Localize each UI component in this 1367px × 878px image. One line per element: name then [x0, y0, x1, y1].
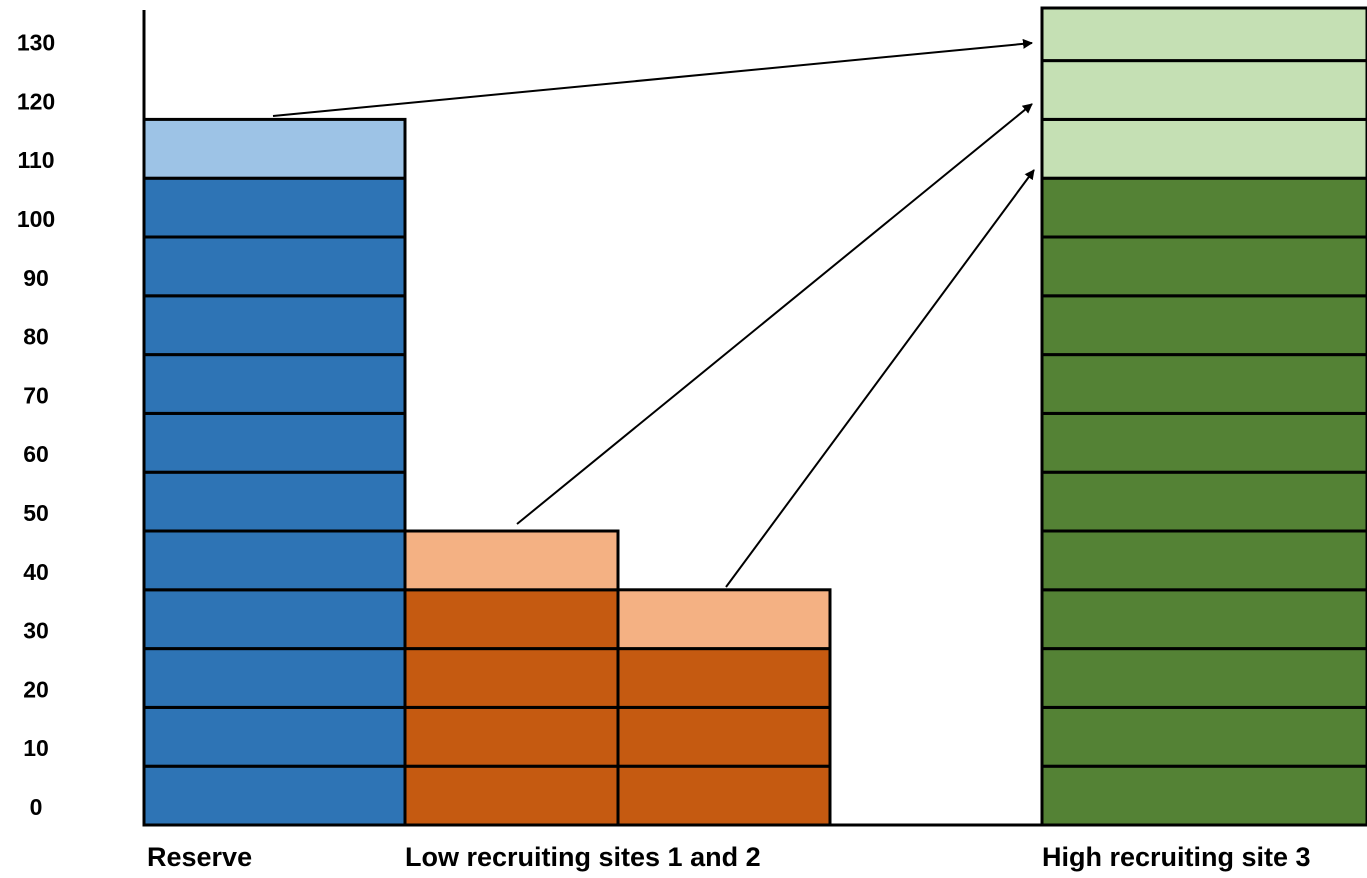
arrow-reserve-to-site3 [272, 38, 1033, 117]
y-tick-label: 40 [23, 559, 49, 585]
block-site3 [1040, 235, 1367, 298]
block-reserve [142, 411, 407, 474]
y-tick-label: 60 [23, 441, 49, 467]
block-reserve [142, 353, 407, 415]
block-reserve [142, 705, 407, 768]
y-tick-label: 20 [23, 676, 49, 702]
block-site1 [403, 529, 620, 592]
category-label: High recruiting site 3 [1042, 842, 1311, 872]
block-reserve [142, 294, 407, 357]
block-site3 [1040, 764, 1367, 827]
block-site3 [1040, 470, 1367, 533]
transfer-arrows [272, 38, 1035, 588]
block-site2 [616, 647, 832, 709]
block-reserve [142, 529, 407, 592]
block-site2 [616, 764, 832, 827]
bar-blocks [142, 6, 1367, 827]
block-site3 [1040, 294, 1367, 357]
block-site3 [1040, 353, 1367, 415]
block-site3 [1040, 411, 1367, 474]
block-site3 [1040, 529, 1367, 592]
y-tick-label: 120 [17, 88, 55, 114]
category-label: Low recruiting sites 1 and 2 [405, 842, 761, 872]
block-reserve [142, 176, 407, 239]
y-tick-label: 110 [17, 147, 54, 173]
column-site2 [616, 588, 832, 827]
block-site3 [1040, 647, 1367, 709]
category-labels: Reserve Low recruiting sites 1 and 2 High … [147, 842, 1311, 872]
block-site1 [403, 764, 620, 827]
y-tick-label: 0 [30, 794, 43, 820]
y-tick-label: 80 [23, 324, 49, 350]
block-site3 [1040, 705, 1367, 768]
block-reserve [142, 117, 407, 180]
block-site2 [616, 588, 832, 651]
arrow-site1-to-site3 [516, 103, 1033, 525]
category-label: Reserve [147, 842, 252, 872]
y-tick-label: 130 [17, 30, 55, 56]
block-reserve [142, 470, 407, 533]
block-reserve [142, 588, 407, 651]
y-tick-label: 30 [23, 618, 49, 644]
y-tick-label: 70 [23, 382, 49, 408]
y-tick-label: 100 [17, 206, 55, 232]
block-reserve [142, 647, 407, 709]
block-site3 [1040, 588, 1367, 651]
column-site3 [1040, 6, 1367, 827]
y-axis-ticks: 0 10 20 30 40 50 60 70 80 90 100 110 120 130 [17, 30, 55, 820]
y-tick-label: 50 [23, 500, 49, 526]
block-site3 [1040, 176, 1367, 239]
block-site3 [1040, 117, 1367, 180]
block-site1 [403, 647, 620, 709]
column-site1 [403, 529, 620, 827]
block-reserve [142, 764, 407, 827]
arrow-site2-to-site3 [725, 169, 1035, 588]
column-reserve [142, 117, 407, 827]
block-site3 [1040, 6, 1367, 63]
block-reserve [142, 235, 407, 298]
block-site3 [1040, 59, 1367, 121]
block-site2 [616, 705, 832, 768]
y-tick-label: 10 [23, 735, 49, 761]
axes [142, 10, 1367, 827]
block-site1 [403, 705, 620, 768]
block-site1 [403, 588, 620, 651]
y-tick-label: 90 [23, 265, 49, 291]
